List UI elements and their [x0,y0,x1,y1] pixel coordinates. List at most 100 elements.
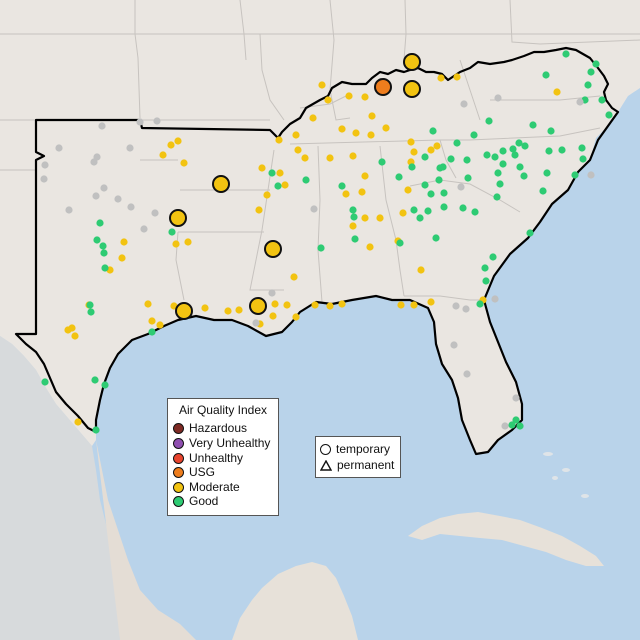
temporary-monitor-moderate[interactable] [403,80,421,98]
monitor-point-good[interactable] [579,155,587,163]
monitor-point-good[interactable] [584,81,592,89]
monitor-point-no-data[interactable] [457,183,465,191]
monitor-point-moderate[interactable] [410,148,418,156]
monitor-point-moderate[interactable] [159,151,167,159]
monitor-point-good[interactable] [440,189,448,197]
monitor-point-good[interactable] [416,214,424,222]
monitor-point-moderate[interactable] [399,209,407,217]
monitor-point-moderate[interactable] [269,312,277,320]
monitor-point-good[interactable] [476,300,484,308]
monitor-point-good[interactable] [483,151,491,159]
monitor-point-good[interactable] [459,204,467,212]
monitor-point-good[interactable] [101,381,109,389]
monitor-point-moderate[interactable] [263,191,271,199]
monitor-point-no-data[interactable] [65,206,73,214]
monitor-point-moderate[interactable] [167,141,175,149]
monitor-point-no-data[interactable] [90,158,98,166]
monitor-point-moderate[interactable] [349,222,357,230]
monitor-point-moderate[interactable] [453,73,461,81]
monitor-point-good[interactable] [432,234,440,242]
monitor-point-no-data[interactable] [576,98,584,106]
monitor-point-good[interactable] [571,171,579,179]
monitor-point-moderate[interactable] [120,238,128,246]
temporary-monitor-moderate[interactable] [403,53,421,71]
monitor-point-no-data[interactable] [252,319,260,327]
monitor-point-no-data[interactable] [512,394,520,402]
monitor-point-good[interactable] [587,68,595,76]
monitor-point-moderate[interactable] [437,74,445,82]
monitor-point-moderate[interactable] [311,301,319,309]
monitor-point-good[interactable] [87,308,95,316]
monitor-point-moderate[interactable] [433,142,441,150]
monitor-point-moderate[interactable] [342,190,350,198]
monitor-point-good[interactable] [499,160,507,168]
monitor-point-good[interactable] [558,146,566,154]
monitor-point-good[interactable] [350,213,358,221]
monitor-point-good[interactable] [516,422,524,430]
monitor-point-moderate[interactable] [361,93,369,101]
monitor-point-good[interactable] [92,426,100,434]
monitor-point-moderate[interactable] [553,88,561,96]
monitor-point-good[interactable] [526,229,534,237]
monitor-point-good[interactable] [421,153,429,161]
monitor-point-moderate[interactable] [271,300,279,308]
monitor-point-good[interactable] [482,277,490,285]
monitor-point-moderate[interactable] [318,81,326,89]
monitor-point-good[interactable] [351,235,359,243]
monitor-point-no-data[interactable] [40,175,48,183]
monitor-point-good[interactable] [148,328,156,336]
monitor-point-good[interactable] [429,127,437,135]
monitor-point-moderate[interactable] [283,301,291,309]
monitor-point-moderate[interactable] [292,313,300,321]
monitor-point-moderate[interactable] [294,146,302,154]
monitor-point-good[interactable] [378,158,386,166]
monitor-point-moderate[interactable] [276,169,284,177]
monitor-point-no-data[interactable] [140,225,148,233]
monitor-point-no-data[interactable] [92,192,100,200]
monitor-point-good[interactable] [494,169,502,177]
monitor-point-moderate[interactable] [427,146,435,154]
monitor-point-good[interactable] [499,147,507,155]
monitor-point-moderate[interactable] [361,172,369,180]
monitor-point-good[interactable] [427,190,435,198]
monitor-point-good[interactable] [508,421,516,429]
temporary-monitor-moderate[interactable] [249,297,267,315]
monitor-point-no-data[interactable] [463,370,471,378]
monitor-point-good[interactable] [168,228,176,236]
monitor-point-good[interactable] [410,206,418,214]
temporary-monitor-moderate[interactable] [169,209,187,227]
monitor-point-moderate[interactable] [68,324,76,332]
monitor-point-moderate[interactable] [338,300,346,308]
monitor-point-good[interactable] [521,142,529,150]
monitor-point-good[interactable] [435,176,443,184]
monitor-point-good[interactable] [91,376,99,384]
monitor-point-good[interactable] [543,169,551,177]
monitor-point-good[interactable] [395,173,403,181]
monitor-point-good[interactable] [440,203,448,211]
monitor-point-no-data[interactable] [126,144,134,152]
monitor-point-good[interactable] [471,208,479,216]
monitor-point-good[interactable] [99,242,107,250]
monitor-point-good[interactable] [470,131,478,139]
temporary-monitor-moderate[interactable] [212,175,230,193]
monitor-point-good[interactable] [592,60,600,68]
monitor-point-moderate[interactable] [174,137,182,145]
monitor-point-no-data[interactable] [268,289,276,297]
monitor-point-moderate[interactable] [144,300,152,308]
monitor-point-good[interactable] [436,164,444,172]
monitor-point-good[interactable] [447,155,455,163]
monitor-point-good[interactable] [268,169,276,177]
monitor-point-no-data[interactable] [501,422,509,430]
monitor-point-good[interactable] [520,172,528,180]
monitor-point-good[interactable] [489,253,497,261]
monitor-point-moderate[interactable] [235,306,243,314]
monitor-point-good[interactable] [496,180,504,188]
monitor-point-moderate[interactable] [326,154,334,162]
monitor-point-good[interactable] [274,182,282,190]
monitor-point-no-data[interactable] [587,171,595,179]
monitor-point-moderate[interactable] [410,301,418,309]
monitor-point-moderate[interactable] [184,238,192,246]
monitor-point-no-data[interactable] [127,203,135,211]
